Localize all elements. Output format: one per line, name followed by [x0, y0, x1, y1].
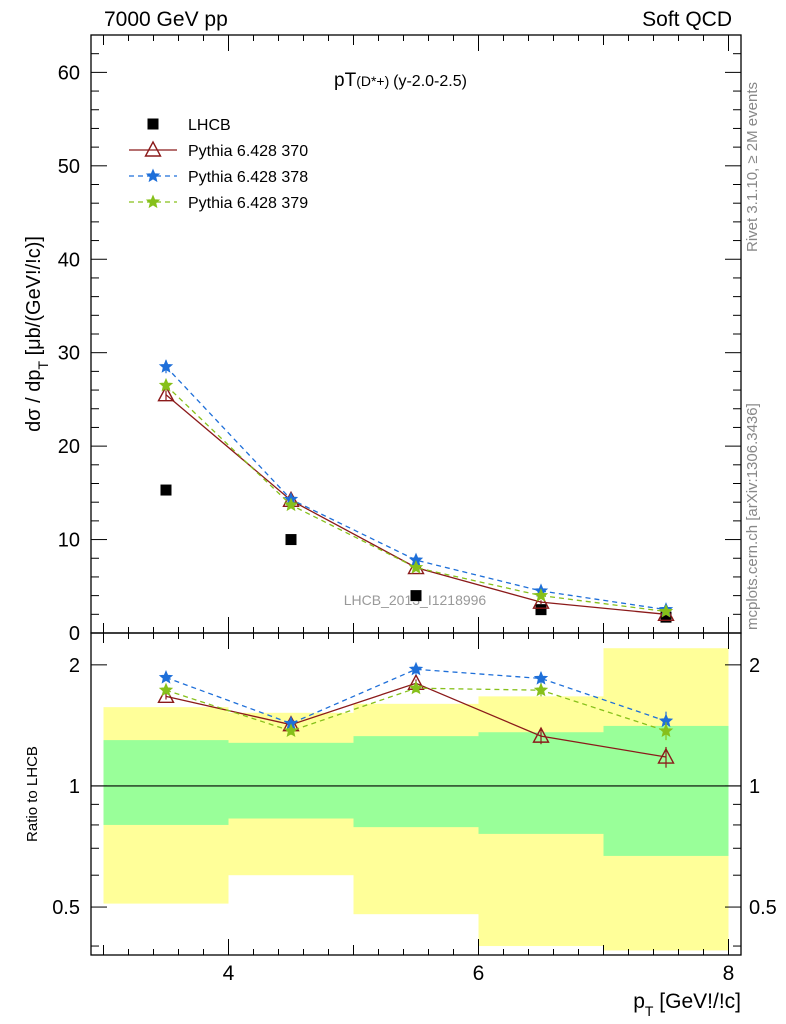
x-tick-label: 8 — [723, 962, 735, 985]
series-line-pythia379 — [165, 384, 667, 613]
data-point-pythia379 — [158, 682, 174, 697]
ratio-y-tick-label: 2 — [69, 655, 80, 677]
series-line-pythia378 — [165, 366, 667, 611]
data-point-pythia379 — [533, 588, 549, 602]
ratio-y-axis-title: Ratio to LHCB — [24, 746, 41, 842]
ratio-y-tick-label: 1 — [69, 776, 80, 798]
data-point-pythia378 — [158, 359, 174, 373]
y-axis-title-unit: [μb/(GeV!/!c)] — [23, 236, 45, 361]
x-axis-title-unit: [GeV!/!c] — [653, 990, 741, 1013]
main-y-tick-label: 50 — [58, 156, 80, 178]
ratio-band-inner — [103, 740, 229, 825]
data-point-pythia370 — [157, 385, 175, 402]
data-point-data — [160, 484, 172, 496]
ratio-y-tick-label: 0.5 — [52, 897, 80, 919]
ratio-panel-frame — [90, 632, 742, 956]
header-left: 7000 GeV pp — [104, 8, 228, 31]
main-y-tick-label: 10 — [58, 530, 80, 552]
data-point-pythia379 — [408, 680, 424, 695]
data-point-pythia379 — [533, 682, 549, 697]
data-point-data — [410, 590, 422, 602]
legend-label-data: LHCB — [188, 117, 231, 134]
data-point-pythia379 — [658, 603, 674, 618]
legend-label-pythia379: Pythia 6.428 379 — [188, 195, 308, 212]
data-point-data — [285, 534, 297, 546]
main-y-axis-title: dσ / dpT [μb/(GeV!/!c)] — [23, 236, 51, 432]
data-point-pythia379 — [283, 497, 299, 512]
ratio-y-tick-label-right: 0.5 — [749, 897, 777, 919]
ratio-band-inner — [353, 736, 479, 828]
data-point-pythia370 — [657, 747, 675, 764]
plot-title-range: (y-2.0-2.5) — [393, 73, 467, 90]
y-axis-title-main: dσ / dp — [23, 370, 45, 432]
data-point-pythia378 — [408, 661, 424, 676]
y-axis-title-sub: T — [35, 361, 51, 370]
x-axis-title: pT [GeV!/!c] — [633, 990, 741, 1019]
main-y-tick-label: 0 — [69, 623, 80, 645]
data-point-pythia378 — [158, 669, 174, 684]
ratio-band-inner — [603, 725, 729, 856]
ratio-y-tick-label-right: 1 — [749, 776, 760, 798]
main-y-tick-label: 30 — [58, 343, 80, 365]
x-tick-label: 6 — [473, 962, 485, 985]
ratio-band-inner — [478, 732, 604, 834]
x-axis-title-sub: T — [645, 1003, 654, 1019]
x-tick-label: 4 — [223, 962, 235, 985]
legend-label-pythia378: Pythia 6.428 378 — [188, 169, 308, 186]
plot-title: pT(D*+) (y-2.0-2.5) — [334, 70, 467, 91]
legend-marker-data — [147, 118, 159, 130]
main-y-tick-label: 20 — [58, 436, 80, 458]
data-point-data — [660, 611, 672, 623]
main-y-tick-label: 40 — [58, 249, 80, 271]
plot-title-particle: (D*+) — [356, 73, 393, 89]
legend-label-pythia370: Pythia 6.428 370 — [188, 143, 308, 160]
data-point-pythia370 — [532, 726, 550, 743]
ratio-y-tick-label-right: 2 — [749, 655, 760, 677]
data-point-data — [535, 604, 547, 616]
data-point-pythia379 — [158, 377, 174, 392]
data-point-pythia379 — [283, 723, 299, 738]
rivet-version-label: Rivet 3.1.10, ≥ 2M events — [744, 82, 761, 252]
data-point-pythia378 — [533, 670, 549, 685]
main-y-tick-label: 60 — [58, 62, 80, 84]
ratio-bands — [103, 648, 729, 951]
mcplots-label: mcplots.cern.ch [arXiv:1306.3436] — [744, 403, 761, 630]
data-point-pythia379 — [408, 560, 424, 574]
legend-marker-pythia370 — [144, 140, 162, 157]
legend-marker-pythia378 — [145, 168, 161, 183]
plot-title-main: pT — [334, 70, 357, 91]
series-line-pythia370 — [165, 394, 667, 615]
ratio-band-inner — [228, 742, 354, 819]
x-axis-title-main: p — [633, 990, 645, 1013]
legend-marker-pythia379 — [145, 194, 161, 209]
data-point-pythia379 — [658, 723, 674, 738]
header-right: Soft QCD — [642, 8, 732, 31]
